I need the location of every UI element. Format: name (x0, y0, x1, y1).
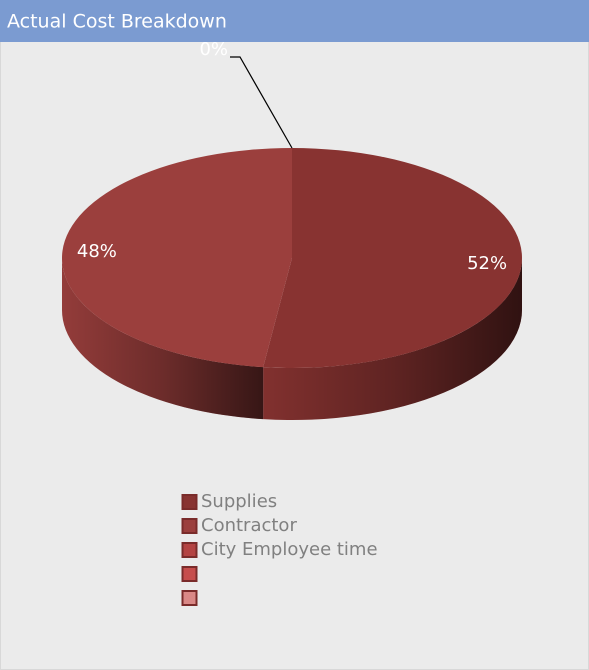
legend-label: City Employee time (201, 539, 378, 560)
chart-title: Actual Cost Breakdown (7, 11, 227, 33)
slice-side-shade (263, 258, 522, 420)
legend-label: Supplies (201, 491, 277, 512)
legend: Supplies Contractor City Employee time (181, 491, 378, 606)
data-label: 0% (199, 39, 228, 60)
slice-side-shade (62, 258, 264, 420)
slice-top (61, 148, 293, 368)
legend-swatch (181, 566, 198, 582)
legend-swatch (181, 542, 198, 558)
slice (61, 148, 293, 368)
leader-line (230, 56, 293, 149)
title-bar (0, 0, 589, 42)
slice-top (263, 148, 522, 368)
data-label: 48% (77, 241, 117, 262)
legend-swatch (181, 590, 198, 606)
legend-swatch (181, 518, 198, 534)
pie-tops (61, 148, 522, 368)
legend-swatch (181, 494, 198, 510)
data-labels: 52% 48% 0% (77, 39, 507, 274)
data-label: 52% (467, 253, 507, 274)
legend-label: Contractor (201, 515, 297, 536)
pie-sides (62, 258, 522, 420)
slice (263, 148, 522, 368)
